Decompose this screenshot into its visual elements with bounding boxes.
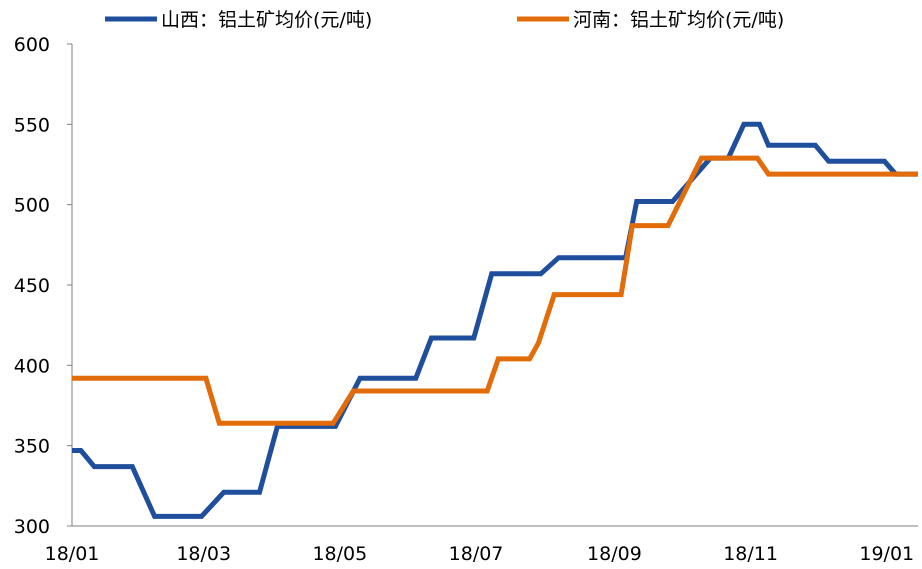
y-tick-label: 550	[14, 114, 50, 136]
series-layer	[72, 121, 918, 519]
y-tick-label: 600	[14, 34, 50, 56]
x-tick-label: 18/03	[176, 543, 231, 565]
x-tick-label: 18/05	[312, 543, 367, 565]
series-line-1	[72, 121, 918, 519]
legend-label-1: 山西：铝土矿均价(元/吨)	[161, 9, 372, 31]
series-line-2	[72, 155, 918, 426]
x-tick-label: 18/01	[45, 543, 100, 565]
y-tick-label: 350	[14, 436, 50, 458]
legend: 山西：铝土矿均价(元/吨) 河南：铝土矿均价(元/吨)	[105, 9, 784, 31]
y-tick-label: 500	[14, 195, 50, 217]
x-tick-label: 18/07	[449, 543, 504, 565]
x-tick-label: 18/09	[587, 543, 642, 565]
legend-label-2: 河南：铝土矿均价(元/吨)	[573, 9, 784, 31]
y-tick-label: 450	[14, 275, 50, 297]
x-tick-label: 18/11	[723, 543, 778, 565]
y-tick-label: 300	[14, 516, 50, 538]
axes: 300 350 400 450 500 550 600 18/01 18/03 18/05 18/0…	[14, 34, 918, 565]
x-tick-label: 19/01	[859, 543, 914, 565]
y-tick-label: 400	[14, 355, 50, 377]
